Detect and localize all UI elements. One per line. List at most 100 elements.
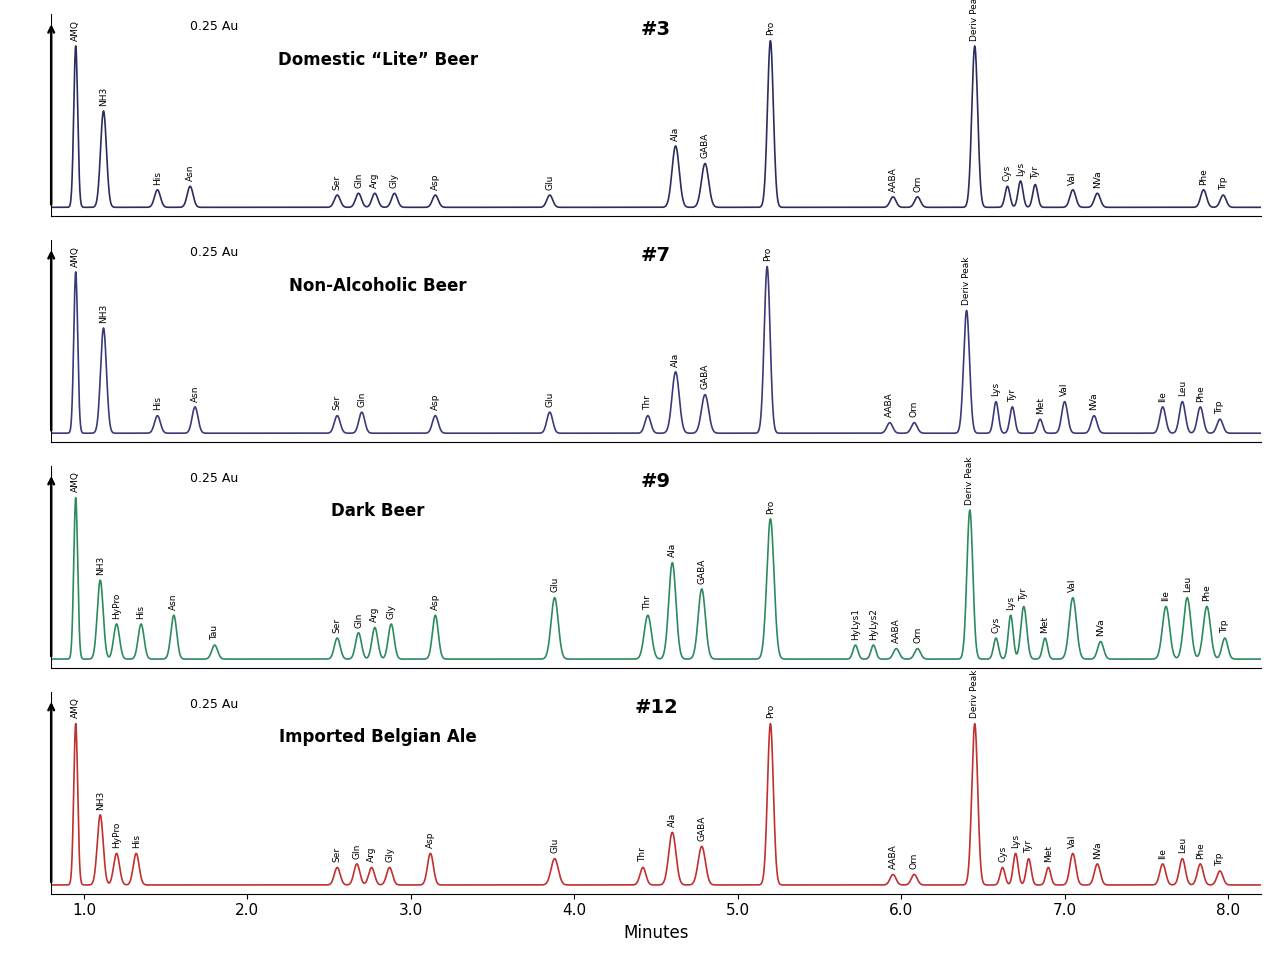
Text: #9: #9 bbox=[641, 472, 671, 491]
Text: NVa: NVa bbox=[1093, 170, 1102, 188]
Text: Asn: Asn bbox=[191, 385, 200, 402]
Text: NH3: NH3 bbox=[96, 790, 105, 809]
Text: Tyr: Tyr bbox=[1019, 588, 1028, 602]
Text: Thr: Thr bbox=[644, 396, 653, 410]
Text: Val: Val bbox=[1060, 382, 1069, 396]
Text: Ala: Ala bbox=[668, 543, 677, 557]
Text: Phe: Phe bbox=[1196, 842, 1204, 859]
Text: Gly: Gly bbox=[387, 604, 396, 619]
Text: Ala: Ala bbox=[671, 353, 680, 366]
Text: NVa: NVa bbox=[1093, 841, 1102, 859]
Text: AABA: AABA bbox=[888, 845, 897, 869]
Text: Ala: Ala bbox=[671, 127, 680, 140]
Text: Pro: Pro bbox=[765, 21, 774, 36]
Text: Orn: Orn bbox=[913, 175, 922, 191]
Text: 0.25 Au: 0.25 Au bbox=[191, 472, 238, 485]
Text: GABA: GABA bbox=[698, 558, 707, 583]
Text: Deriv Peak: Deriv Peak bbox=[970, 670, 979, 719]
Text: Leu: Leu bbox=[1183, 577, 1192, 592]
Text: Thr: Thr bbox=[639, 848, 648, 862]
Text: #7: #7 bbox=[641, 246, 671, 265]
Text: Lys: Lys bbox=[1011, 834, 1020, 849]
Text: Arg: Arg bbox=[367, 847, 376, 862]
Text: Gly: Gly bbox=[385, 848, 394, 862]
Text: Ile: Ile bbox=[1158, 391, 1167, 402]
Text: Thr: Thr bbox=[644, 595, 653, 610]
Text: NH3: NH3 bbox=[99, 304, 108, 323]
Text: Asp: Asp bbox=[431, 173, 440, 189]
Text: Orn: Orn bbox=[910, 852, 919, 869]
Text: Phe: Phe bbox=[1202, 584, 1211, 602]
Text: His: His bbox=[152, 396, 163, 410]
Text: HyLys2: HyLys2 bbox=[869, 608, 878, 640]
Text: Asn: Asn bbox=[186, 164, 195, 181]
Text: HyPro: HyPro bbox=[113, 592, 122, 619]
Text: Glu: Glu bbox=[550, 577, 559, 592]
Text: AMQ: AMQ bbox=[72, 246, 81, 266]
Text: NVa: NVa bbox=[1096, 619, 1105, 636]
Text: Val: Val bbox=[1069, 579, 1078, 592]
Text: #12: #12 bbox=[634, 698, 678, 717]
Text: Orn: Orn bbox=[913, 627, 922, 643]
Text: Arg: Arg bbox=[370, 173, 379, 188]
Text: Imported Belgian Ale: Imported Belgian Ale bbox=[279, 728, 476, 747]
Text: Glu: Glu bbox=[550, 838, 559, 853]
Text: #3: #3 bbox=[641, 20, 671, 39]
Text: AABA: AABA bbox=[892, 619, 901, 643]
Text: Ser: Ser bbox=[333, 618, 342, 632]
Text: His: His bbox=[152, 170, 163, 185]
Text: NVa: NVa bbox=[1089, 393, 1098, 410]
Text: Tyr: Tyr bbox=[1007, 388, 1016, 402]
Text: Gln: Gln bbox=[352, 844, 361, 859]
Text: Ala: Ala bbox=[668, 813, 677, 827]
Text: AMQ: AMQ bbox=[72, 698, 81, 719]
Text: Leu: Leu bbox=[1178, 381, 1187, 396]
Text: AABA: AABA bbox=[888, 167, 897, 191]
Text: Cys: Cys bbox=[1004, 164, 1012, 181]
Text: 0.25 Au: 0.25 Au bbox=[191, 246, 238, 259]
Text: Met: Met bbox=[1043, 845, 1053, 862]
Text: Cys: Cys bbox=[992, 617, 1001, 632]
Text: Gly: Gly bbox=[390, 173, 399, 188]
Text: Deriv Peak: Deriv Peak bbox=[965, 456, 974, 505]
Text: Deriv Peak: Deriv Peak bbox=[970, 0, 979, 40]
Text: Gln: Gln bbox=[355, 173, 364, 188]
Text: Domestic “Lite” Beer: Domestic “Lite” Beer bbox=[278, 51, 477, 69]
Text: Lys: Lys bbox=[1016, 161, 1025, 176]
Text: Tyr: Tyr bbox=[1030, 166, 1039, 180]
Text: HyPro: HyPro bbox=[113, 822, 122, 849]
Text: His: His bbox=[132, 834, 141, 849]
Text: Asp: Asp bbox=[431, 594, 440, 610]
Text: Lys: Lys bbox=[992, 382, 1001, 396]
Text: NH3: NH3 bbox=[96, 555, 105, 575]
Text: Trp: Trp bbox=[1219, 176, 1228, 189]
Text: Phe: Phe bbox=[1199, 168, 1208, 185]
Text: Cys: Cys bbox=[998, 846, 1007, 862]
Text: AMQ: AMQ bbox=[72, 20, 81, 40]
Text: Pro: Pro bbox=[763, 247, 772, 261]
Text: His: His bbox=[137, 604, 146, 619]
Text: Asn: Asn bbox=[169, 594, 178, 610]
Text: Glu: Glu bbox=[545, 174, 554, 189]
Text: Pro: Pro bbox=[765, 500, 774, 513]
Text: Asp: Asp bbox=[431, 394, 440, 410]
Text: Non-Alcoholic Beer: Non-Alcoholic Beer bbox=[289, 277, 467, 295]
Text: Glu: Glu bbox=[545, 391, 554, 407]
Text: Asp: Asp bbox=[426, 831, 435, 849]
Text: HyLys1: HyLys1 bbox=[851, 607, 860, 640]
Text: Val: Val bbox=[1069, 171, 1078, 185]
Text: Trp: Trp bbox=[1216, 852, 1225, 866]
Text: Val: Val bbox=[1069, 835, 1078, 849]
Text: AMQ: AMQ bbox=[72, 472, 81, 492]
Text: Tyr: Tyr bbox=[1024, 840, 1033, 853]
Text: Orn: Orn bbox=[910, 401, 919, 417]
Text: GABA: GABA bbox=[698, 816, 707, 841]
Text: Trp: Trp bbox=[1220, 619, 1229, 632]
Text: AABA: AABA bbox=[886, 393, 895, 417]
Text: Tau: Tau bbox=[210, 625, 219, 640]
Text: Deriv Peak: Deriv Peak bbox=[963, 257, 972, 306]
Text: Dark Beer: Dark Beer bbox=[332, 503, 425, 521]
Text: Phe: Phe bbox=[1196, 385, 1204, 402]
Text: Gln: Gln bbox=[357, 391, 366, 407]
Text: Met: Met bbox=[1036, 397, 1044, 414]
